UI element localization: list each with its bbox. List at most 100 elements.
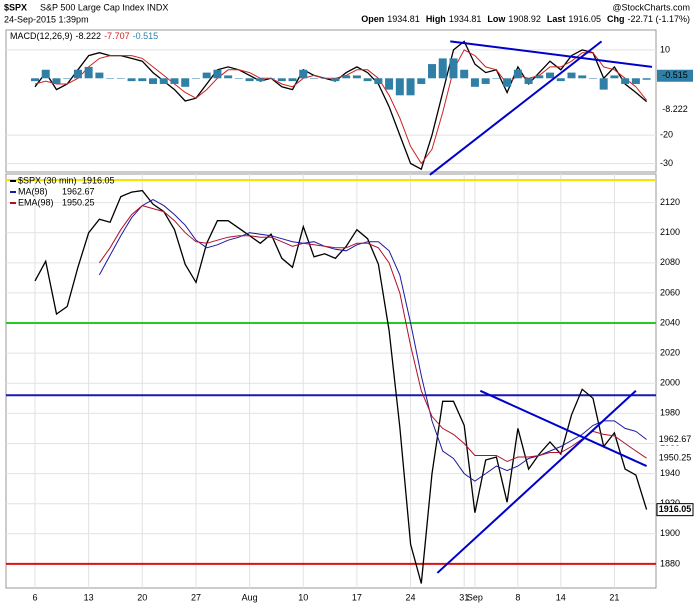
series-line (98, 199, 647, 482)
histogram-bar (513, 69, 522, 79)
legend-value: -7.707 (104, 31, 130, 41)
quote-label: High (426, 14, 446, 24)
histogram-bar (503, 78, 512, 87)
index-name: S&P 500 Large Cap Index INDX (40, 2, 168, 12)
histogram-bar (31, 78, 39, 82)
y-tick-label: 2080 (660, 257, 680, 267)
histogram-bar (535, 75, 544, 79)
histogram-bar (578, 75, 587, 79)
value-flag (656, 503, 694, 517)
legend-value: 1950.25 (62, 197, 95, 207)
histogram-bar (588, 78, 597, 79)
quote-value: 1908.92 (508, 14, 541, 24)
histogram-bar (642, 78, 651, 80)
symbol: $SPX (4, 2, 27, 12)
histogram-bar (288, 78, 297, 82)
histogram-bar (631, 78, 640, 84)
histogram-bar (395, 78, 404, 96)
x-tick-label: 13 (84, 592, 94, 602)
histogram-bar (234, 78, 243, 79)
y-tick-label: 2060 (660, 287, 680, 297)
y-tick-label: 2120 (660, 197, 680, 207)
quote-label: Chg (607, 14, 625, 24)
histogram-bar (556, 78, 565, 82)
histogram-bar (428, 64, 437, 79)
y-tick-label: 1940 (660, 468, 680, 478)
y-tick-label: 1980 (660, 408, 680, 418)
value-flag (657, 103, 693, 116)
histogram-bar (73, 69, 82, 79)
y-tick-label: 10 (660, 44, 670, 54)
value-flag-label: 1962.67 (659, 434, 692, 444)
histogram-bar (546, 72, 555, 79)
legend-value: 1916.05 (82, 175, 115, 185)
histogram-bar (599, 78, 608, 90)
y-tick-label: -30 (660, 158, 673, 168)
histogram-bar (524, 78, 533, 84)
price-panel (5, 173, 657, 589)
value-flag-label: 1950.25 (659, 453, 692, 463)
histogram-bar (567, 72, 576, 79)
histogram-bar (116, 78, 125, 79)
x-tick-label: 6 (32, 592, 37, 602)
legend-value: -0.515 (133, 31, 159, 41)
histogram-bar (277, 78, 286, 82)
trendline (429, 40, 603, 176)
x-tick-label: Sep (467, 592, 483, 602)
histogram-bar (95, 72, 104, 79)
value-flag (657, 69, 693, 82)
quote-value: 1934.81 (387, 14, 420, 24)
histogram-bar (213, 69, 222, 79)
x-tick-label: Aug (242, 592, 258, 602)
histogram-bar (191, 78, 200, 79)
histogram-bar (84, 66, 93, 79)
quote-value: 1934.81 (449, 14, 482, 24)
histogram-bar (481, 78, 490, 84)
histogram-bar (320, 78, 329, 79)
histogram-bar (417, 78, 426, 84)
quote-label: Open (361, 14, 384, 24)
credit: @StockCharts.com (612, 2, 690, 12)
quote-value: 1916.05 (568, 14, 601, 24)
legend-value: -8.222 (76, 31, 102, 41)
quote-value: -22.71 (-1.17%) (627, 14, 690, 24)
histogram-bar (449, 58, 458, 79)
histogram-bar (127, 78, 136, 82)
histogram-bar (374, 78, 383, 84)
trendline (479, 389, 648, 467)
y-tick-label: 2040 (660, 317, 680, 327)
histogram-bar (267, 78, 276, 79)
histogram-bar (299, 69, 308, 79)
histogram-bar (309, 78, 318, 79)
histogram-bar (245, 78, 254, 82)
value-flag-label: -8.222 (662, 104, 688, 114)
quote-label: Low (487, 14, 506, 24)
series-line (98, 205, 647, 463)
value-flag (657, 452, 693, 465)
histogram-bar (256, 78, 265, 82)
y-tick-label: 2000 (660, 378, 680, 388)
x-tick-label: 21 (609, 592, 619, 602)
histogram-bar (363, 78, 372, 82)
histogram-bar (352, 75, 361, 79)
legend-name: EMA(98) (18, 197, 54, 207)
legend-value: 1962.67 (62, 186, 95, 196)
histogram-bar (460, 69, 469, 79)
quote-label: Last (547, 14, 566, 24)
histogram-bar (202, 72, 211, 79)
x-tick-label: 24 (406, 592, 416, 602)
trendline (450, 40, 653, 68)
y-tick-label: 1920 (660, 498, 680, 508)
histogram-bar (41, 69, 50, 79)
histogram-bar (621, 78, 630, 84)
x-tick-label: 27 (191, 592, 201, 602)
y-tick-label: 2020 (660, 348, 680, 358)
histogram-bar (406, 78, 415, 96)
trendline (436, 390, 637, 574)
value-flag-label: -0.515 (662, 70, 688, 80)
x-tick-label: 10 (298, 592, 308, 602)
histogram-bar (138, 78, 147, 82)
histogram-bar (170, 78, 179, 84)
